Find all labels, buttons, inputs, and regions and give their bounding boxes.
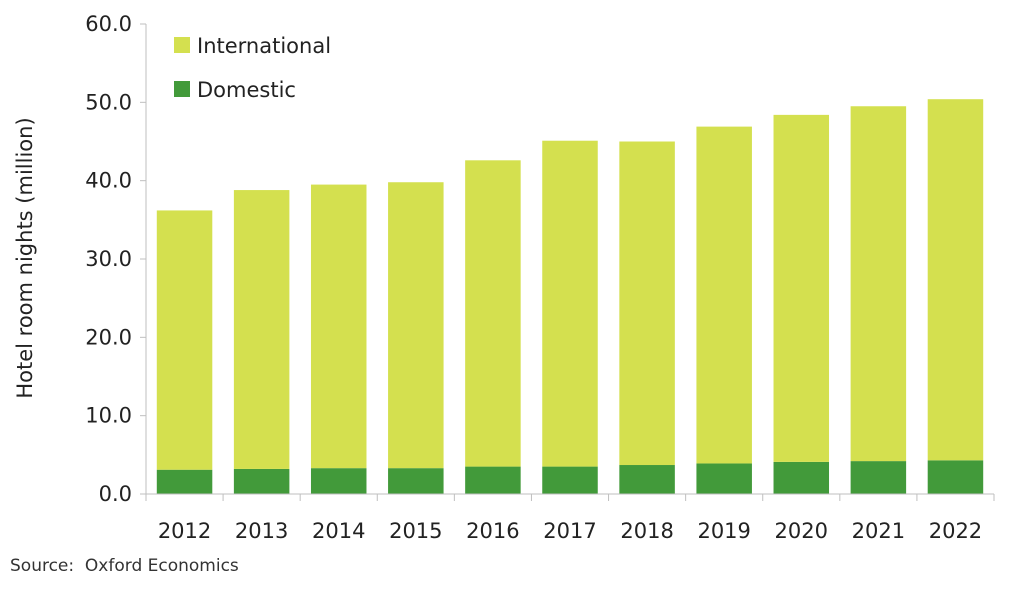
y-tick-label: 60.0 [85, 12, 132, 36]
bar-international-2022 [927, 99, 984, 461]
bar-international-2018 [619, 141, 675, 466]
bar-domestic-2017 [542, 466, 598, 494]
x-tick-label: 2017 [543, 519, 596, 543]
bar-international-2016 [465, 160, 521, 467]
bar-international-2015 [388, 182, 444, 469]
y-tick-label: 40.0 [85, 169, 132, 193]
bar-domestic-2015 [388, 468, 444, 494]
y-tick-label: 0.0 [99, 482, 132, 506]
x-tick-label: 2018 [620, 519, 673, 543]
x-tick-label: 2014 [312, 519, 365, 543]
bar-international-2013 [233, 190, 290, 469]
bar-international-2014 [310, 184, 367, 469]
legend-label-domestic: Domestic [197, 78, 296, 102]
y-axis-label: Hotel room nights (million) [13, 117, 37, 398]
bar-domestic-2014 [310, 468, 367, 494]
bar-domestic-2016 [465, 466, 521, 494]
bar-domestic-2020 [773, 461, 830, 494]
bar-domestic-2021 [850, 461, 907, 494]
bar-domestic-2012 [156, 469, 213, 494]
y-tick-label: 30.0 [85, 247, 132, 271]
legend: International Domestic [174, 34, 331, 102]
bar-international-2020 [773, 114, 830, 462]
y-tick-label: 20.0 [85, 325, 132, 349]
bar-domestic-2013 [233, 468, 290, 494]
legend-label-international: International [197, 34, 331, 58]
x-tick-label: 2013 [235, 519, 288, 543]
bar-domestic-2022 [927, 460, 984, 494]
y-tick-label: 10.0 [85, 404, 132, 428]
bar-domestic-2018 [619, 465, 675, 494]
bar-international-2017 [542, 140, 598, 467]
y-tick-label: 50.0 [85, 90, 132, 114]
stacked-bar-chart: Hotel room nights (million) 0.0 10.0 20.0 3… [13, 12, 995, 543]
legend-swatch-international [174, 37, 190, 53]
x-tick-label: 2020 [775, 519, 828, 543]
x-tick-label: 2022 [929, 519, 982, 543]
x-tick-label: 2019 [697, 519, 750, 543]
x-tick-label: 2016 [466, 519, 519, 543]
source-note: Source: Oxford Economics [10, 556, 239, 576]
x-tick-label: 2012 [158, 519, 211, 543]
bar-international-2012 [156, 210, 213, 470]
bar-international-2021 [850, 106, 907, 462]
x-tick-label: 2021 [852, 519, 905, 543]
legend-swatch-domestic [174, 81, 190, 97]
x-tick-label: 2015 [389, 519, 442, 543]
bar-international-2019 [696, 126, 752, 464]
bar-domestic-2019 [696, 463, 752, 494]
